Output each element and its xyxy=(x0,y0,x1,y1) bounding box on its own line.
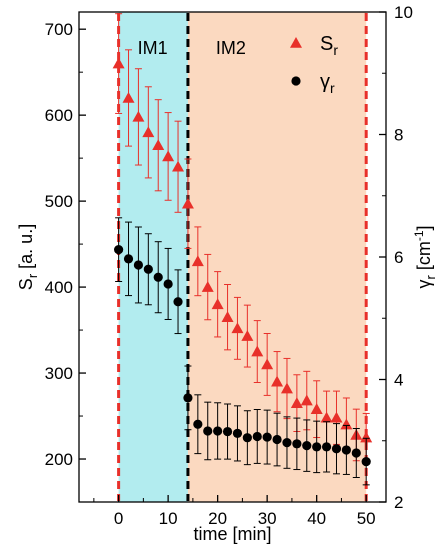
data-point-triangle xyxy=(191,255,204,267)
data-point-triangle xyxy=(162,150,175,162)
data-point-triangle xyxy=(251,345,264,357)
data-point-triangle xyxy=(290,397,303,408)
y-right-tick-label: 8 xyxy=(394,126,403,145)
data-point-circle xyxy=(272,434,282,445)
data-point-circle xyxy=(321,442,332,452)
data-point-triangle xyxy=(211,298,224,310)
data-point-triangle xyxy=(280,382,293,394)
data-point-circle xyxy=(331,444,342,454)
data-point-circle xyxy=(203,426,213,436)
x-tick-label: 50 xyxy=(357,509,376,528)
data-point-triangle xyxy=(132,110,145,122)
region-label-im1: IM1 xyxy=(138,38,168,58)
y-right-tick-label: 10 xyxy=(394,3,413,22)
x-tick-label: 40 xyxy=(307,509,326,528)
data-point-circle xyxy=(153,272,163,282)
data-point-triangle xyxy=(310,403,323,414)
x-tick-label: 0 xyxy=(114,509,123,528)
x-tick-label: 30 xyxy=(258,509,277,528)
series-layer xyxy=(112,13,373,486)
data-point-circle xyxy=(351,448,361,458)
data-point-circle xyxy=(242,433,252,443)
y-left-tick-label: 300 xyxy=(45,364,73,383)
y-left-axis-label: Sr [a. u.] xyxy=(16,224,40,290)
data-point-triangle xyxy=(172,160,185,172)
data-point-triangle xyxy=(330,411,343,423)
y-right-tick-label: 4 xyxy=(394,371,403,390)
data-point-circle xyxy=(213,426,223,436)
legend-label-gamma-r: γr xyxy=(320,71,335,96)
data-point-triangle xyxy=(201,281,214,292)
data-point-triangle xyxy=(360,431,373,443)
data-point-circle xyxy=(133,260,144,270)
y-left-tick-label: 400 xyxy=(45,278,73,297)
data-point-triangle xyxy=(320,411,333,423)
labels-layer: IM1 IM2 time [min] Sr [a. u.] γr [cm-1] xyxy=(16,38,438,544)
data-point-circle xyxy=(183,393,193,403)
data-point-circle xyxy=(312,442,322,452)
data-point-circle xyxy=(361,456,371,467)
y-left-tick-label: 500 xyxy=(45,192,73,211)
data-point-circle xyxy=(252,431,262,442)
y-left-tick-label: 700 xyxy=(45,20,73,39)
x-tick-label: 10 xyxy=(159,509,178,528)
y-right-axis-label: γr [cm-1] xyxy=(412,225,438,288)
region-label-im2: IM2 xyxy=(216,38,246,58)
axes-layer: 0 10 20 30 40 50 200 300 400 500 600 700 2 4 6 8 10 xyxy=(45,3,413,528)
y-right-tick-label: 6 xyxy=(394,248,403,267)
data-point-circle xyxy=(222,426,233,437)
data-point-triangle xyxy=(271,375,284,387)
x-axis-label: time [min] xyxy=(193,524,271,544)
data-point-circle xyxy=(282,437,292,448)
y-left-tick-label: 200 xyxy=(45,450,73,469)
data-point-triangle xyxy=(221,311,234,322)
data-point-triangle xyxy=(261,358,274,370)
data-point-triangle xyxy=(231,322,244,334)
data-point-circle xyxy=(262,432,272,442)
y-right-tick-label: 2 xyxy=(394,493,403,512)
data-point-triangle xyxy=(340,418,353,430)
series-sr xyxy=(112,13,373,463)
data-point-circle xyxy=(341,445,351,455)
data-point-triangle xyxy=(112,57,125,69)
data-point-circle xyxy=(114,245,124,255)
data-point-circle xyxy=(143,264,153,274)
data-point-triangle xyxy=(122,91,135,103)
data-point-circle xyxy=(163,279,173,289)
data-point-triangle xyxy=(241,330,254,341)
series-gamma-r xyxy=(114,217,371,486)
data-point-triangle xyxy=(181,197,194,209)
data-point-circle xyxy=(173,297,183,307)
legend-label-sr: Sr xyxy=(320,33,338,58)
data-point-circle xyxy=(123,254,134,264)
data-point-circle xyxy=(232,428,243,438)
data-point-triangle xyxy=(152,139,165,151)
legend-marker-circle xyxy=(291,76,301,86)
legend-layer: Sr γr xyxy=(290,33,338,96)
x-tick-label: 20 xyxy=(208,509,227,528)
data-point-triangle xyxy=(300,394,313,406)
legend-marker-triangle xyxy=(290,37,302,48)
data-point-circle xyxy=(302,441,312,451)
y-left-tick-label: 600 xyxy=(45,106,73,125)
data-point-circle xyxy=(292,439,302,449)
data-point-triangle xyxy=(142,126,155,138)
data-point-circle xyxy=(193,419,203,429)
